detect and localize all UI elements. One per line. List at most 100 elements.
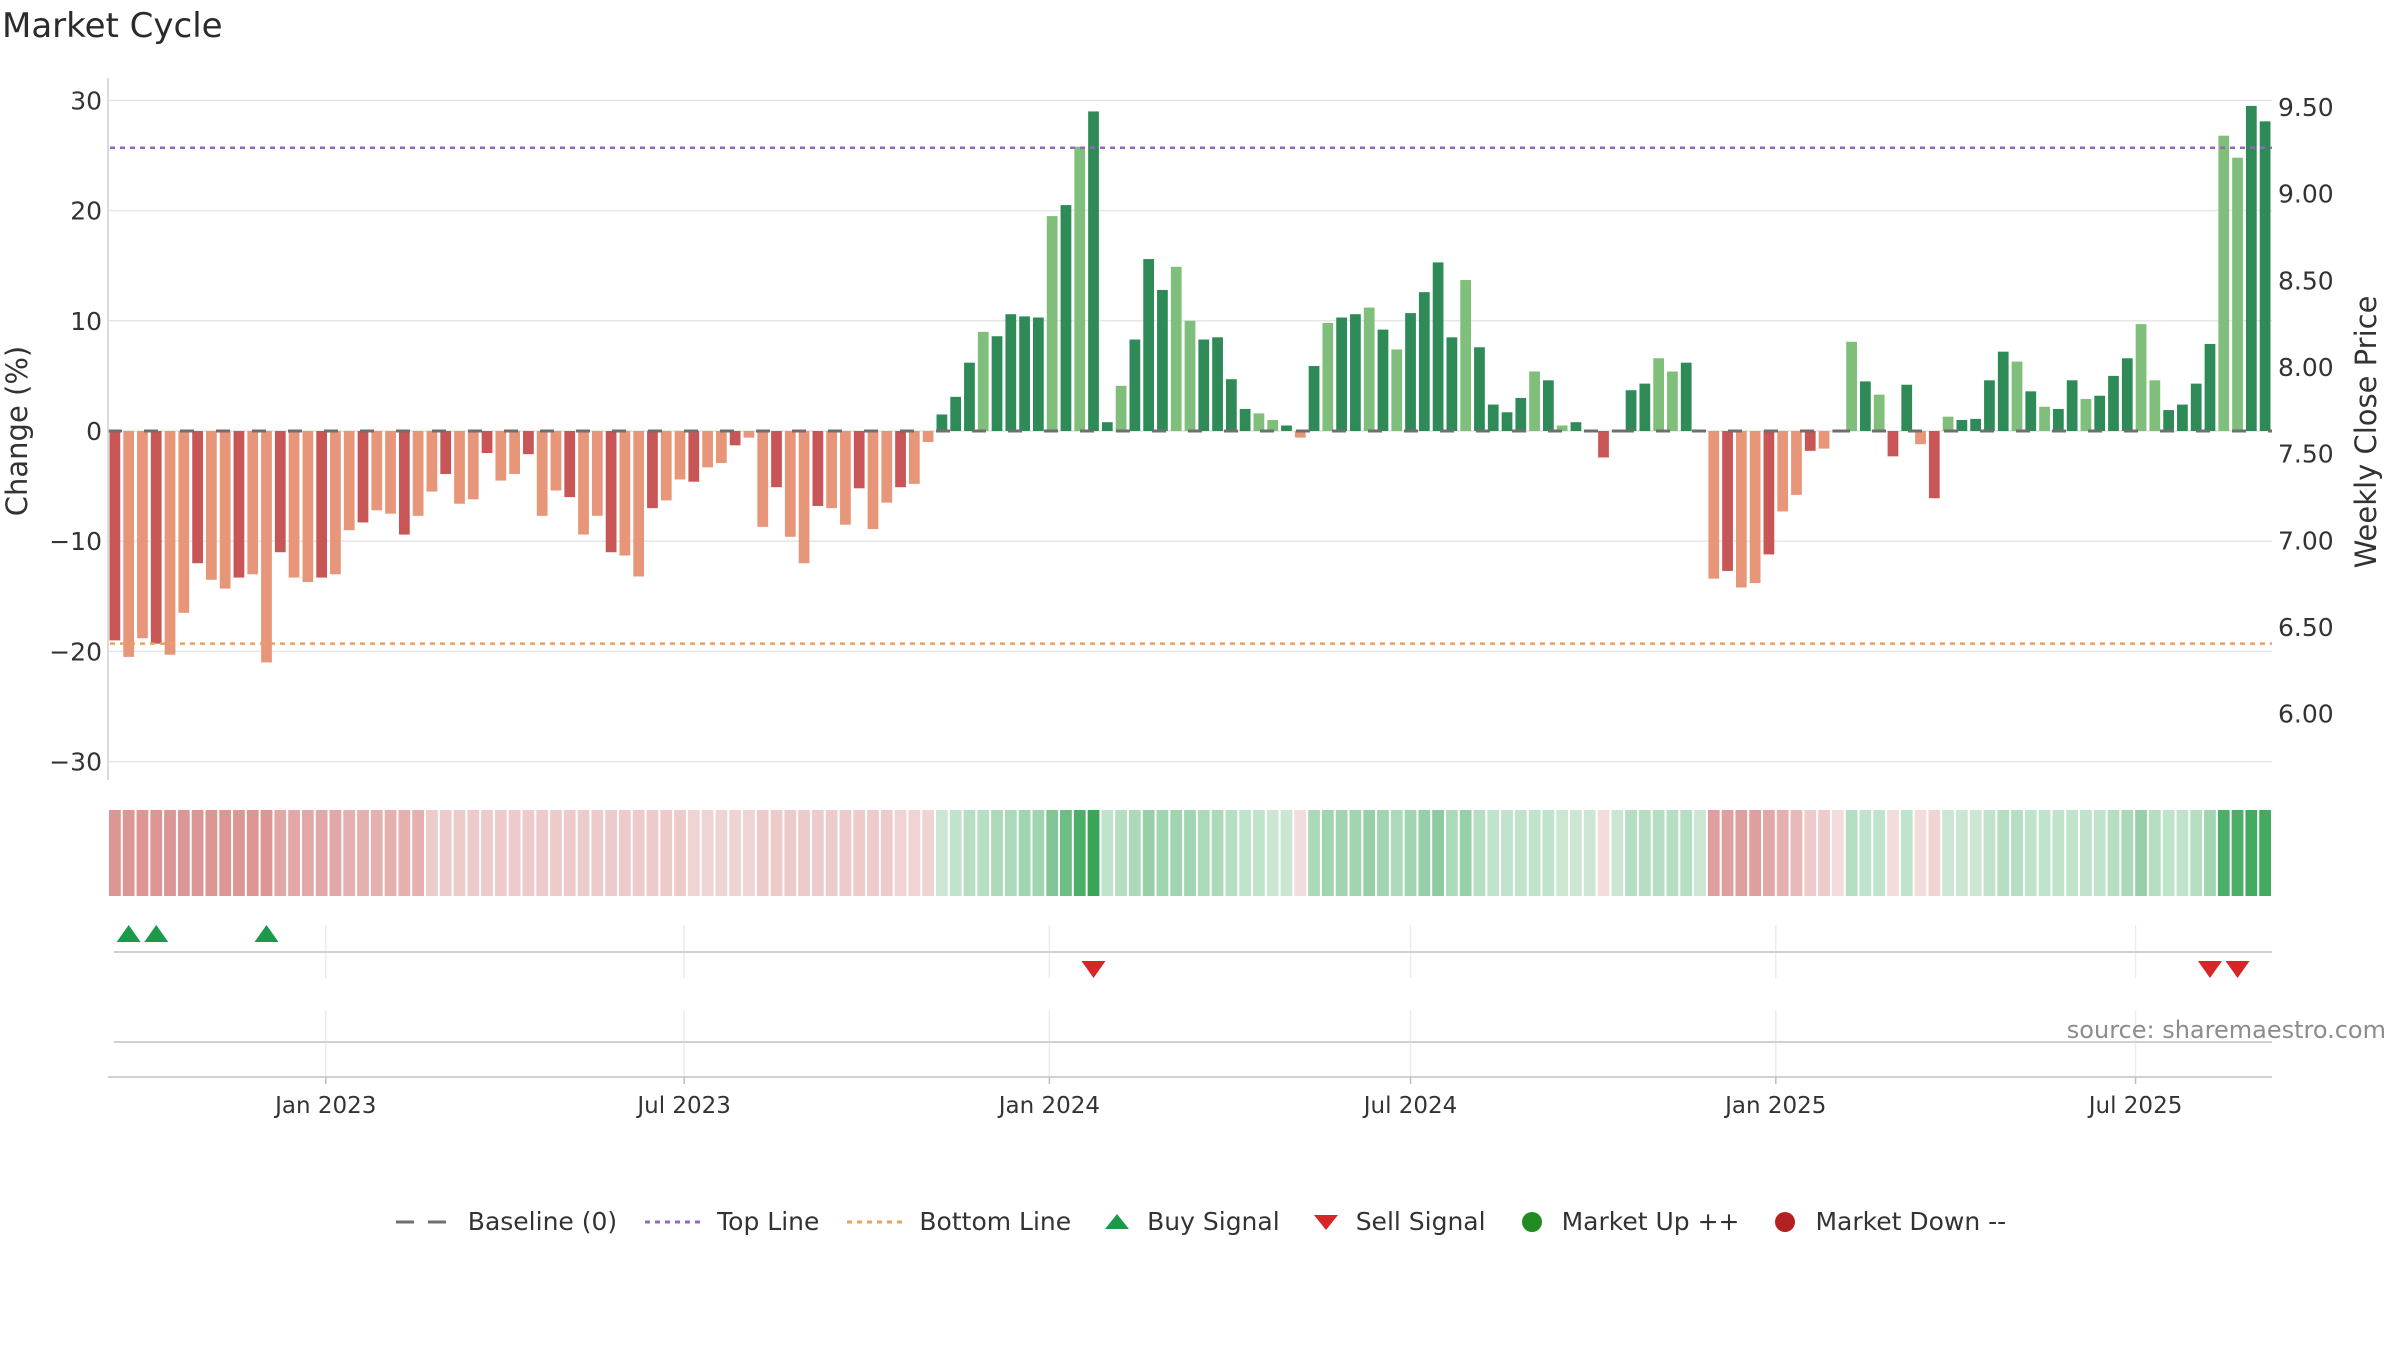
bar [950, 396, 962, 431]
bar [2094, 395, 2106, 431]
heat-cell [729, 810, 742, 896]
bar [2177, 404, 2188, 431]
buy-signal-marker [116, 925, 141, 942]
bar [1322, 323, 1334, 431]
heat-cell [1721, 810, 1734, 896]
legend-label: Market Up ++ [1561, 1207, 1740, 1236]
bar [1625, 390, 1637, 431]
bar [2108, 375, 2119, 431]
bar [137, 431, 148, 639]
heat-cell [701, 810, 714, 896]
bar [1363, 307, 1375, 431]
heat-cell [246, 810, 259, 896]
heat-cell [1018, 810, 1031, 896]
bar [1860, 381, 1871, 431]
heat-cell [1707, 810, 1720, 896]
sell-signal-marker [1081, 961, 1106, 978]
bar [440, 431, 452, 474]
bar [1033, 317, 1044, 431]
heat-cell [1253, 810, 1265, 896]
bar [798, 431, 810, 564]
bar [826, 431, 838, 509]
heat-cell [687, 810, 700, 896]
bar [784, 431, 796, 537]
heat-cell [1128, 810, 1141, 896]
bar [1143, 259, 1155, 431]
bar [330, 431, 341, 575]
heat-cell [1680, 810, 1693, 896]
bar [1446, 337, 1458, 431]
heat-cell [1473, 810, 1486, 896]
heat-cell [508, 810, 521, 896]
heat-cell [1583, 810, 1596, 896]
bar [371, 431, 383, 511]
heat-cell [1266, 810, 1279, 896]
bar [302, 431, 314, 582]
bar [247, 431, 259, 575]
heat-cell [1501, 810, 1513, 896]
heat-cell [288, 810, 300, 896]
heat-cell [1514, 810, 1527, 896]
bar [1570, 422, 1582, 431]
bar [1101, 422, 1113, 431]
heat-cell [1969, 810, 1982, 896]
heat-cell [2259, 810, 2271, 896]
heat-cell [1694, 810, 1706, 896]
bar [715, 431, 727, 463]
legend-symbol-circle [1521, 1211, 1542, 1232]
heat-cell [1983, 810, 1996, 896]
bar [2259, 121, 2271, 431]
bar [936, 414, 948, 431]
bar [1019, 316, 1030, 431]
bar [2245, 105, 2257, 431]
y-right-tick-label: 8.00 [2278, 353, 2334, 382]
heat-cell [1900, 810, 1913, 896]
bar [509, 431, 520, 474]
heat-strip [109, 810, 2271, 896]
heat-cell [1156, 810, 1169, 896]
bar [261, 431, 272, 663]
y-tick-label: −30 [49, 748, 102, 777]
bar [109, 431, 121, 641]
heat-cell [811, 810, 824, 896]
bar [1336, 317, 1347, 431]
heat-cell [1652, 810, 1665, 896]
heat-cell [1404, 810, 1417, 896]
bar [1639, 383, 1651, 431]
heat-cell [825, 810, 838, 896]
bar [343, 431, 355, 531]
bar [2190, 383, 2202, 431]
bar [1046, 216, 1058, 431]
heat-cell [977, 810, 990, 896]
heat-cell [1790, 810, 1803, 896]
heat-cell [109, 810, 121, 896]
heat-cell [1749, 810, 1762, 896]
legend-symbol-dash [395, 1220, 456, 1223]
bar [1846, 341, 1857, 431]
bar [674, 431, 686, 480]
heat-cell [1004, 810, 1017, 896]
heat-cell [2176, 810, 2189, 896]
heat-cell [577, 810, 590, 896]
legend-label: Market Down -- [1815, 1207, 2007, 1236]
y-right-tick-label: 9.50 [2278, 93, 2334, 122]
bar [206, 431, 217, 580]
heat-cell [770, 810, 783, 896]
bar [977, 331, 989, 431]
heat-cell [439, 810, 452, 896]
bar [357, 431, 369, 523]
bar [1170, 266, 1182, 431]
heat-cell [563, 810, 576, 896]
legend-symbol-circle [1775, 1211, 1796, 1232]
heat-cell [453, 810, 466, 896]
heat-cell [1928, 810, 1941, 896]
bar [219, 431, 231, 589]
bar [660, 431, 672, 501]
heat-cell [880, 810, 893, 896]
bar [1556, 425, 1568, 431]
bar [2135, 324, 2147, 431]
heat-cell [1556, 810, 1569, 896]
bar [702, 431, 713, 468]
bar [757, 431, 769, 527]
heat-cell [1445, 810, 1458, 896]
